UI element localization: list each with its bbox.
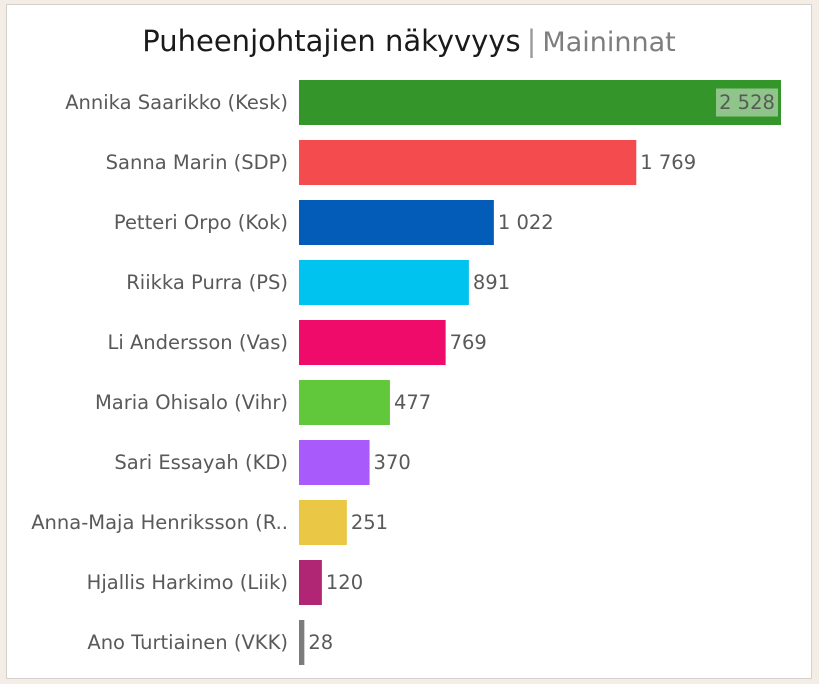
bar[interactable]	[299, 380, 390, 425]
value-label: 28	[308, 631, 333, 654]
bar[interactable]	[299, 560, 322, 605]
category-label: Annika Saarikko (Kesk)	[65, 91, 288, 114]
title-separator: |	[526, 24, 537, 58]
bar[interactable]	[299, 620, 305, 665]
value-label: 2 528	[719, 91, 775, 114]
category-label: Ano Turtiainen (VKK)	[87, 631, 288, 654]
value-label: 370	[374, 451, 411, 474]
category-label: Sanna Marin (SDP)	[106, 151, 288, 174]
category-label: Riikka Purra (PS)	[126, 271, 288, 294]
bar[interactable]	[299, 500, 347, 545]
value-label: 891	[473, 271, 510, 294]
bar[interactable]	[299, 320, 446, 365]
bar[interactable]	[299, 80, 781, 125]
value-label-highlight	[716, 88, 778, 117]
category-label: Anna-Maja Henriksson (R..	[31, 511, 288, 534]
category-label: Sari Essayah (KD)	[114, 451, 288, 474]
value-label: 1 022	[498, 211, 554, 234]
category-label: Petteri Orpo (Kok)	[114, 211, 288, 234]
value-label: 477	[394, 391, 431, 414]
value-label: 251	[351, 511, 388, 534]
value-label: 769	[450, 331, 487, 354]
category-label: Hjallis Harkimo (Liik)	[87, 571, 288, 594]
value-label: 1 769	[640, 151, 696, 174]
chart-title-main: Puheenjohtajien näkyvyys	[142, 24, 521, 58]
bar[interactable]	[299, 260, 469, 305]
bar[interactable]	[299, 140, 637, 185]
value-label: 120	[326, 571, 363, 594]
category-label: Maria Ohisalo (Vihr)	[95, 391, 288, 414]
bar[interactable]	[299, 200, 494, 245]
chart-title: Puheenjohtajien näkyvyys | Maininnat	[7, 21, 811, 63]
bar[interactable]	[299, 440, 370, 485]
chart-subtitle: Maininnat	[542, 27, 676, 58]
category-label: Li Andersson (Vas)	[107, 331, 288, 354]
